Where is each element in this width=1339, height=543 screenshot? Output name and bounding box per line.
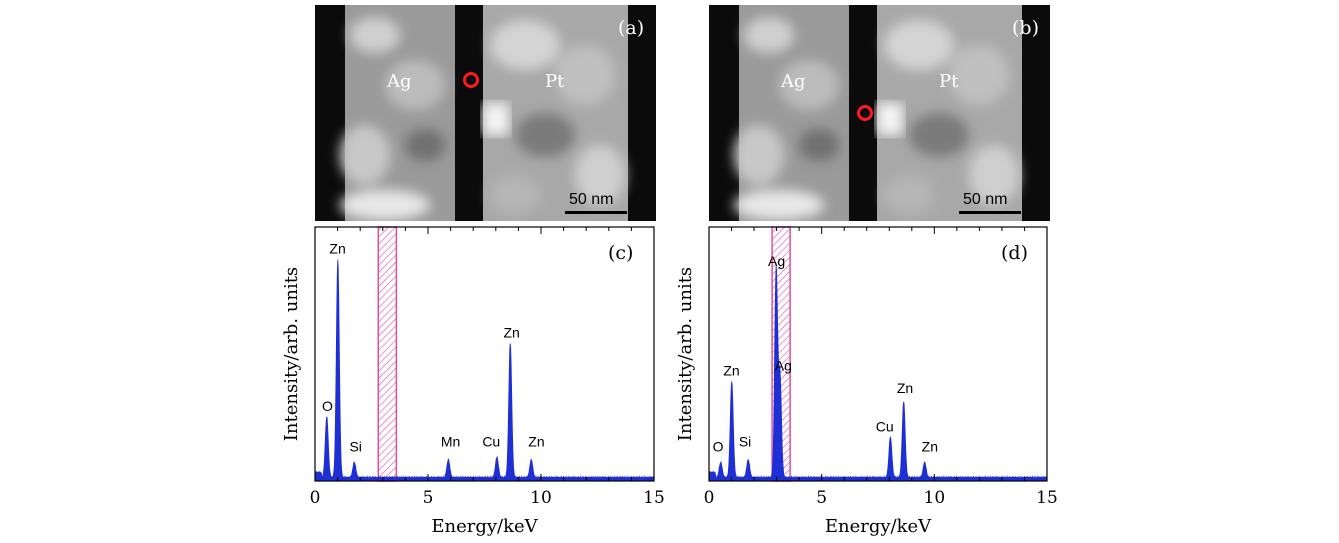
label-ag-b: Ag [781,71,806,92]
x-tick-label: 15 [1036,488,1058,508]
x-axis-label: Energy/keV [431,516,538,537]
peak-annotation: Mn [441,434,460,450]
highlight-band [377,226,398,482]
peak-annotation: Zn [329,240,345,256]
peak-annotation: Si [739,434,751,450]
panel-label-d: (d) [1001,242,1028,264]
tem-image-a-graphic [315,5,656,221]
tem-texture [340,17,625,220]
x-tick-label: 15 [643,488,665,508]
tem-image-b: (b) Ag Pt 50 nm [709,5,1050,221]
panel-label-b: (b) [1012,17,1039,39]
peak-annotation: Zn [723,362,739,378]
peak-annotation: Cu [482,434,500,450]
plot-frame [314,226,655,482]
x-tick-label: 10 [924,488,946,508]
peak-annotation: Zn [897,380,913,396]
peak-annotation: O [713,439,724,455]
x-tick-label: 10 [530,488,552,508]
peak-annotation: Zn [503,324,519,340]
spectrum-series [314,259,655,482]
x-axis-label: Energy/keV [825,516,932,537]
spectrum-series [708,265,1048,482]
marker-circle-a [463,72,479,88]
spectrum-chart-c: 0 5 10 15 Energy/keV Intensity/arb. units (c) Z… [281,226,665,537]
tem-image-b-graphic [709,5,1050,221]
x-tick-label: 0 [704,488,715,508]
scalebar-label-b: 50 nm [963,191,1008,208]
tem-texture [734,17,1019,220]
plot-frame [708,226,1048,482]
tem-image-a: (a) Ag Pt 50 nm [315,5,656,221]
spectrum-chart-d: 0 5 10 15 Energy/keV Intensity/arb. units (d) Z… [675,226,1058,537]
peak-annotation: Ag [768,253,785,269]
scalebar-a [565,211,627,214]
x-tick-label: 5 [816,488,827,508]
scalebar-b [959,211,1021,214]
peak-annotation: Si [349,439,361,455]
label-ag-a: Ag [387,71,412,92]
marker-circle-b [857,105,873,121]
peak-annotation: Cu [876,418,894,434]
y-axis-label: Intensity/arb. units [281,267,302,441]
y-axis-label: Intensity/arb. units [675,267,696,441]
label-pt-b: Pt [939,71,959,92]
x-tick-label: 0 [310,488,321,508]
peak-annotation: Zn [922,439,938,455]
scalebar-label-a: 50 nm [569,191,614,208]
panel-label-c: (c) [608,242,633,264]
peak-annotation: O [322,398,333,414]
x-tick-label: 5 [423,488,434,508]
peak-annotation: Zn [528,434,544,450]
label-pt-a: Pt [545,71,565,92]
peak-annotation: Ag [775,357,792,373]
panel-label-a: (a) [618,17,645,39]
